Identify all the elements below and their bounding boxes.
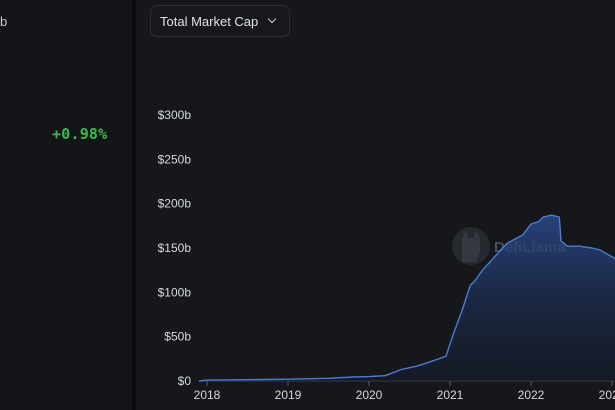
- series-area: [198, 215, 615, 381]
- y-tick-label: $100b: [158, 285, 192, 299]
- x-tick-label: 2019: [275, 388, 302, 402]
- x-tick-label: 2021: [437, 388, 464, 402]
- x-tick-label: 2023: [599, 388, 615, 402]
- x-axis: 2018 2019 2020 2021 2022 2023: [194, 380, 615, 402]
- metric-select-label: Total Market Cap: [160, 13, 259, 29]
- y-axis: $0 $50b $100b $150b $200b $250b $300b: [158, 108, 192, 388]
- y-tick-label: $50b: [164, 330, 191, 344]
- market-cap-chart: DefiLlama $0$50b$100b$150b$200b$250b$300…: [158, 108, 615, 402]
- x-tick-label: 2018: [194, 388, 221, 402]
- series-line[interactable]: [198, 214, 615, 382]
- llama-logo-icon: [452, 227, 490, 265]
- y-tick-label: $150b: [158, 241, 192, 255]
- stat-value-fragment: b: [0, 14, 8, 29]
- market-cap-change: +0.98%: [52, 125, 108, 143]
- y-tick-label: $300b: [158, 108, 192, 122]
- x-tick-label: 2020: [356, 388, 383, 402]
- stats-sidebar: b +0.98%: [0, 0, 132, 410]
- metric-select[interactable]: Total Market Cap: [150, 5, 291, 37]
- x-tick-label: 2022: [518, 388, 545, 402]
- y-tick-label: $250b: [158, 152, 192, 166]
- plot-area: [198, 214, 615, 382]
- panel-divider: [132, 0, 136, 410]
- y-tick-label: $200b: [158, 197, 192, 211]
- y-tick-label: $0: [178, 374, 192, 388]
